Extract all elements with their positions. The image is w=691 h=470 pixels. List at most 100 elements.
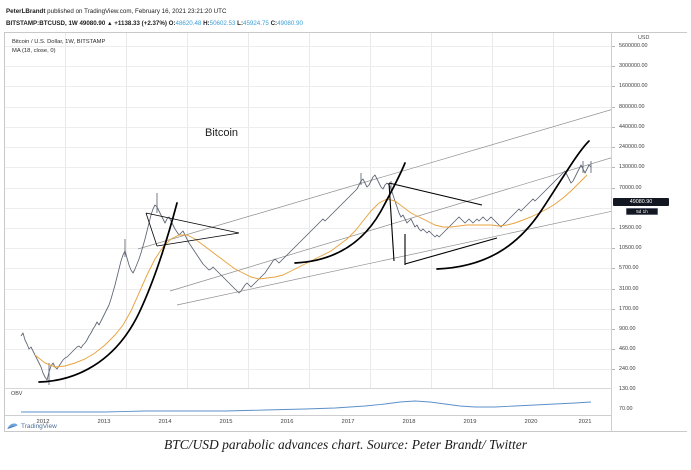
low-value: 45924.75 <box>243 20 269 27</box>
x-tick: 2014 <box>158 419 172 425</box>
y-tick: 70.00 <box>619 406 633 412</box>
open-value: 48620.48 <box>175 20 202 27</box>
wedge-lower <box>156 232 240 247</box>
gridline-v <box>248 33 249 388</box>
gridline-v <box>553 33 554 388</box>
y-tick: 1700.00 <box>619 306 639 312</box>
change-arrow-icon: ▲ <box>107 21 113 27</box>
chart-legend: Bitcoin / U.S. Dollar, 1W, BITSTAMP MA (… <box>12 38 105 56</box>
y-tick: 10500.00 <box>619 245 642 251</box>
gridline-h <box>5 127 611 128</box>
x-tick: 2012 <box>36 419 50 425</box>
wedge-upper <box>145 212 240 234</box>
y-tick: 3100.00 <box>619 286 639 292</box>
gridline-h <box>5 208 611 209</box>
last-price: 49080.90 <box>79 20 106 27</box>
gridline-h <box>5 289 611 290</box>
gridline-h <box>5 228 611 229</box>
gridline-h <box>5 369 611 370</box>
obv-line <box>21 400 592 413</box>
y-tick: 240.00 <box>619 366 636 372</box>
y-tick: 800000.00 <box>619 104 645 110</box>
current-price-badge: 49080.90 <box>613 198 669 206</box>
gridline-h <box>5 46 611 47</box>
price-series-svg <box>20 109 611 385</box>
close-value: 49080.90 <box>277 20 303 27</box>
triangle-upper <box>388 182 483 206</box>
triangle-left-leg <box>388 182 395 262</box>
obv-pane[interactable]: OBV <box>5 388 611 416</box>
parabolic-advance-group <box>38 140 590 383</box>
gridline-v <box>65 33 66 388</box>
tradingview-mark-icon <box>7 423 18 429</box>
y-tick: 1600000.00 <box>619 83 648 89</box>
parabolic-advance-2 <box>294 162 406 264</box>
triangle-lower <box>404 237 498 265</box>
triangle-2018-2020 <box>388 182 498 265</box>
consolidation-wedge-2014 <box>145 212 240 247</box>
gridline-v <box>431 33 432 388</box>
published-text: published on TradingView.com, February 1… <box>45 8 227 15</box>
x-tick: 2013 <box>97 419 111 425</box>
chart-info-header: PeterLBrandt published on TradingView.co… <box>0 0 691 32</box>
symbol-label[interactable]: BITSTAMP:BTCUSD, 1W <box>6 20 78 27</box>
gridline-v <box>187 33 188 388</box>
y-tick: 19500.00 <box>619 225 642 231</box>
obv-series-svg <box>21 400 592 413</box>
y-tick: 3000000.00 <box>619 63 648 69</box>
wedge-left <box>145 212 158 247</box>
y-tick: 460.00 <box>619 346 636 352</box>
price-axis[interactable]: USD 5600000.00 3000000.00 1600000.00 800… <box>611 33 687 431</box>
open-label: O: <box>168 20 176 27</box>
x-tick: 2019 <box>463 419 477 425</box>
y-tick: 440000.00 <box>619 124 645 130</box>
y-tick: 70000.00 <box>619 185 642 191</box>
publisher-line: PeterLBrandt published on TradingView.co… <box>6 8 226 15</box>
y-tick: 130000.00 <box>619 164 645 170</box>
gridline-h <box>5 188 611 189</box>
lower-channel-line <box>176 211 611 306</box>
publisher-name: PeterLBrandt <box>6 8 46 15</box>
trend-channel-group <box>137 109 611 306</box>
legend-indicator: MA (18, close, 0) <box>12 48 56 54</box>
time-axis[interactable]: 2012 2013 2014 2015 2016 2017 2018 2019 … <box>5 415 611 432</box>
price-plot-area[interactable]: Bitcoin / U.S. Dollar, 1W, BITSTAMP MA (… <box>5 33 611 388</box>
gridline-v <box>492 33 493 388</box>
y-tick: 900.00 <box>619 326 636 332</box>
parabolic-advance-1 <box>38 202 178 383</box>
close-label: C: <box>270 20 278 27</box>
gridline-h <box>5 349 611 350</box>
high-value: 50602.53 <box>209 20 236 27</box>
x-tick: 2018 <box>402 419 416 425</box>
figure-caption: BTC/USD parabolic advances chart. Source… <box>164 437 527 452</box>
y-tick: 5600000.00 <box>619 43 648 49</box>
gridline-v <box>126 33 127 388</box>
y-tick: 130.00 <box>619 386 636 392</box>
gridline-h <box>5 248 611 249</box>
tradingview-logo[interactable]: TradingView <box>7 422 57 431</box>
ma-path <box>34 174 588 368</box>
low-label: L: <box>237 20 244 27</box>
gridline-h <box>5 167 611 168</box>
moving-average-line <box>34 174 588 368</box>
x-tick: 2021 <box>578 419 592 425</box>
gridline-h <box>5 309 611 310</box>
mid-channel-line <box>169 157 611 292</box>
gridline-h <box>5 147 611 148</box>
y-tick: 240000.00 <box>619 144 645 150</box>
obv-label: OBV <box>11 391 23 397</box>
gridline-h <box>5 86 611 87</box>
candlestick-series <box>20 161 592 385</box>
high-label: H: <box>203 20 210 27</box>
legend-title: Bitcoin / U.S. Dollar, 1W, BITSTAMP <box>12 39 106 45</box>
bitcoin-annotation: Bitcoin <box>205 127 239 139</box>
change-value: +1138.33 (+2.37%) <box>114 20 167 27</box>
price-axis-unit: USD <box>638 35 650 41</box>
chart-frame[interactable]: Bitcoin / U.S. Dollar, 1W, BITSTAMP MA (… <box>4 32 687 432</box>
gridline-v <box>309 33 310 388</box>
x-tick: 2015 <box>219 419 233 425</box>
price-line <box>20 164 592 381</box>
x-tick: 2017 <box>341 419 355 425</box>
parabolic-advance-3 <box>436 140 590 270</box>
gridline-h <box>5 268 611 269</box>
